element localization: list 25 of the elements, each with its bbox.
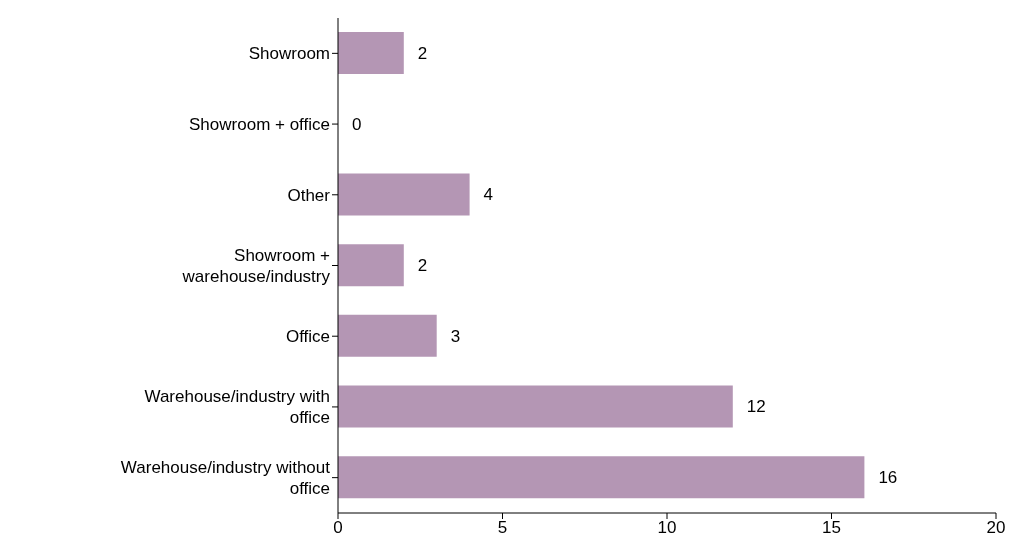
x-tick-label: 0 bbox=[333, 518, 343, 538]
data-label: 3 bbox=[450, 326, 461, 346]
y-tick-label: Other bbox=[287, 185, 331, 205]
bar bbox=[338, 456, 865, 499]
y-tick-label: Office bbox=[285, 326, 330, 346]
x-tick-label: 10 bbox=[657, 518, 677, 538]
y-tick-label: Showroom bbox=[248, 43, 330, 63]
y-tick-label: Showroom + office bbox=[189, 114, 330, 134]
bar bbox=[338, 244, 404, 287]
data-label: 12 bbox=[746, 397, 766, 417]
bar bbox=[338, 173, 470, 216]
data-label: 4 bbox=[483, 185, 494, 205]
x-tick-label: 15 bbox=[822, 518, 841, 538]
data-label: 0 bbox=[352, 114, 362, 134]
y-tick-label: Warehouse/industry without office bbox=[120, 457, 331, 498]
x-tick-label: 20 bbox=[986, 518, 1006, 538]
bar bbox=[338, 314, 437, 357]
y-tick-label: Showroom + warehouse/industry bbox=[181, 245, 331, 286]
bar bbox=[338, 385, 733, 428]
data-label: 16 bbox=[878, 468, 898, 488]
data-label: 2 bbox=[417, 43, 428, 63]
data-label: 2 bbox=[417, 256, 428, 275]
y-tick-label: Warehouse/industry with office bbox=[144, 386, 330, 427]
bar bbox=[338, 32, 404, 74]
x-tick-label: 5 bbox=[497, 518, 508, 538]
